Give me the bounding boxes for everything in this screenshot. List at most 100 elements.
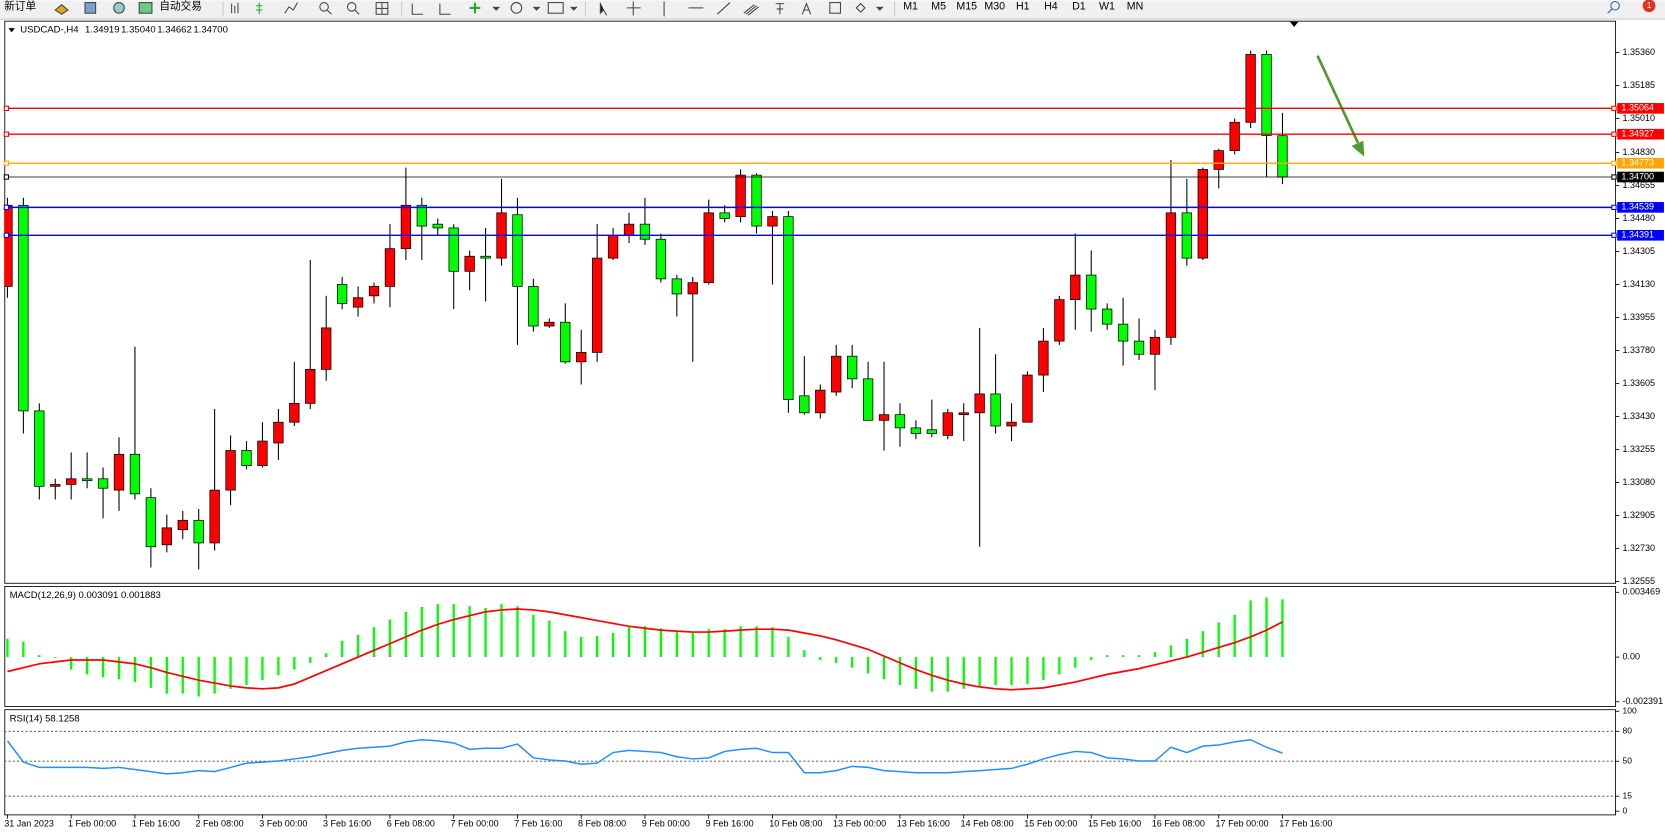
candle-body (161, 527, 172, 546)
candle-body (113, 453, 125, 491)
timeframe-button[interactable]: M30 (984, 1, 1005, 13)
candle-body (305, 369, 316, 404)
candle-body (831, 355, 842, 393)
indicator-plot (4, 597, 1616, 797)
candle-body (815, 389, 826, 414)
price-tick-label: 1.35185 (1622, 80, 1655, 90)
candle-body (1245, 54, 1256, 123)
candle-body (910, 427, 922, 434)
candle-body (34, 410, 45, 487)
timeframe-button[interactable]: M1 (903, 1, 918, 13)
price-tick-label: 1.32730 (1622, 543, 1655, 553)
price-label-box (1617, 157, 1664, 169)
time-label: 16 Feb 08:00 (1152, 818, 1205, 828)
time-label: 3 Feb 16:00 (323, 818, 371, 828)
header-open: 1.34919 (85, 25, 120, 36)
symbol-title: USDCAD-,H4 (20, 25, 79, 36)
candle-body (1054, 299, 1065, 342)
candle-body (257, 440, 268, 466)
notification-badge[interactable] (1642, 0, 1656, 13)
candle-body (209, 489, 220, 544)
time-label: 15 Feb 00:00 (1024, 818, 1077, 828)
time-label: 1 Feb 16:00 (132, 818, 180, 828)
line-anchor (3, 232, 10, 238)
candle-body (671, 278, 682, 295)
candle-body (799, 395, 810, 414)
candle-body (1102, 308, 1113, 325)
candle-body (321, 327, 332, 370)
price-tick-label: 1.35010 (1622, 113, 1655, 123)
candle-body (336, 284, 348, 304)
candle-body (560, 321, 571, 363)
line-anchor (1611, 174, 1617, 180)
time-label: 9 Feb 00:00 (642, 818, 690, 828)
rsi-tick-label: 50 (1622, 755, 1632, 765)
auto-trade-button[interactable]: 自动交易 (159, 0, 201, 13)
candle-body (1213, 150, 1224, 170)
candle-body (129, 453, 141, 495)
price-tick-label: 1.35360 (1622, 47, 1655, 57)
candle-body (384, 248, 396, 287)
notification-count: 1 (1647, 0, 1652, 10)
candle-body (878, 414, 890, 421)
macd-tick-label: 0.00 (1622, 651, 1640, 661)
price-tick-label: 1.32555 (1622, 576, 1655, 586)
price-tick-label: 1.34130 (1622, 279, 1655, 289)
candle-body (655, 238, 667, 280)
line-anchor (3, 105, 10, 112)
price-label: 1.35064 (1621, 103, 1654, 113)
price-tick-label: 1.33780 (1622, 345, 1655, 355)
time-label: 8 Feb 08:00 (578, 818, 626, 828)
timeframe-button[interactable]: D1 (1072, 1, 1086, 13)
candle-body (66, 478, 77, 485)
line-anchor (3, 131, 10, 137)
price-label-box (1617, 202, 1664, 213)
rsi-title: RSI(14) 58.1258 (10, 713, 80, 724)
candle-body (1117, 323, 1129, 342)
candle-body (607, 235, 619, 259)
candle-body (1165, 212, 1177, 338)
price-tick-label: 1.34305 (1622, 246, 1655, 256)
price-label-box (1617, 128, 1664, 140)
time-label: 17 Feb 16:00 (1279, 818, 1332, 828)
timeframe-button[interactable]: M15 (956, 1, 977, 13)
line-anchor (3, 174, 10, 180)
candle-body (97, 478, 109, 489)
candle-body (512, 214, 523, 287)
main-panel (4, 20, 1617, 584)
candle-body (81, 478, 93, 482)
panel-collapse-icon[interactable] (8, 28, 15, 33)
timeframe-button[interactable]: MN (1127, 1, 1144, 13)
rsi-tick-label: 15 (1622, 790, 1632, 800)
candle-body (1229, 121, 1240, 151)
line-anchor (1611, 131, 1617, 137)
candle-body (448, 227, 459, 272)
time-label: 13 Feb 00:00 (833, 818, 886, 828)
macd-panel (4, 586, 1617, 707)
rsi-tick-label: 0 (1622, 805, 1627, 815)
candle-body (751, 174, 762, 227)
candle-body (193, 519, 204, 544)
rsi-tick-label: 100 (1622, 706, 1636, 716)
price-label: 1.34391 (1621, 230, 1654, 240)
new-order-button[interactable]: 新订单 (4, 0, 36, 13)
candle-body (990, 393, 1001, 427)
line-anchor (3, 204, 10, 211)
price-label-box (1617, 103, 1664, 114)
timeframe-button[interactable]: W1 (1099, 1, 1115, 13)
line-anchor (3, 160, 10, 166)
time-label: 7 Feb 00:00 (451, 818, 499, 828)
candle-body (958, 412, 969, 416)
timeframe-button[interactable]: H4 (1044, 1, 1058, 13)
candle-body (735, 174, 746, 217)
header-close: 1.34700 (193, 25, 228, 36)
candle-body (368, 286, 380, 297)
price-tick-label: 1.33255 (1622, 444, 1655, 454)
candle-body (591, 257, 603, 353)
timeframe-button[interactable]: M5 (931, 1, 946, 13)
candle-body (576, 352, 587, 363)
candle-body (289, 402, 300, 423)
candle-body (1277, 135, 1288, 178)
timeframe-button[interactable]: H1 (1016, 1, 1030, 13)
